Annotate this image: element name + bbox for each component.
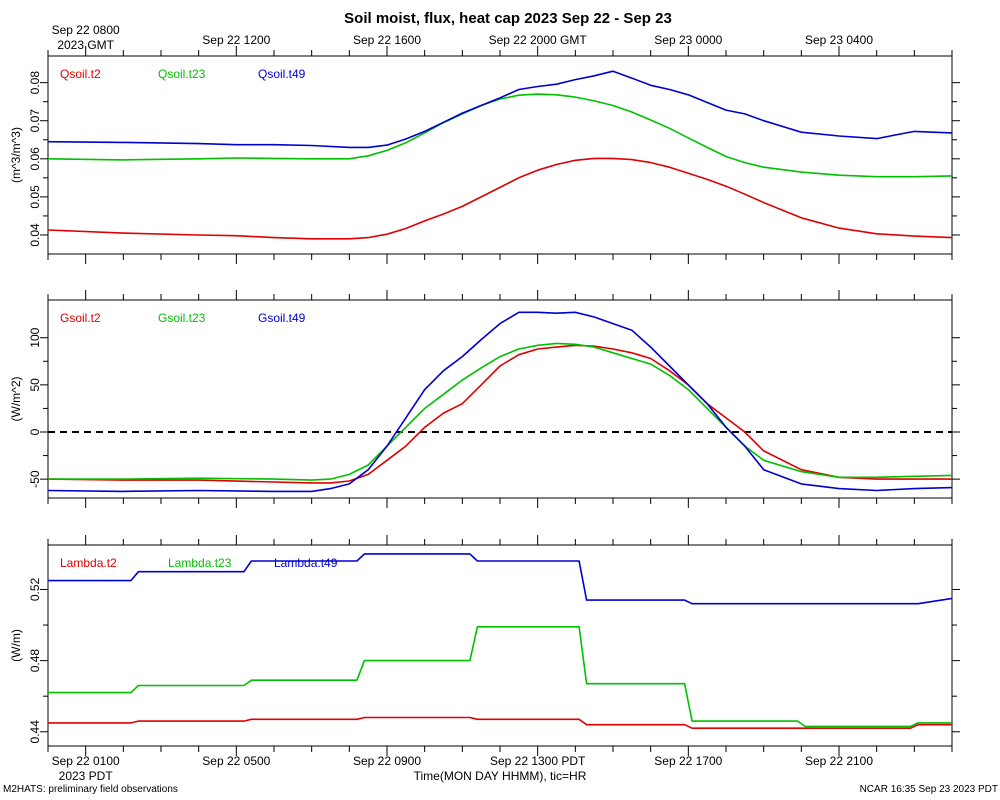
legend-Qsoil.t2: Qsoil.t2 xyxy=(60,67,101,81)
bottom-tick-label: Sep 22 0100 xyxy=(52,754,120,768)
bottom-tick-label: Sep 22 1700 xyxy=(654,754,722,768)
top-tick-label: Sep 23 0000 xyxy=(654,33,722,47)
legend-Gsoil.t23: Gsoil.t23 xyxy=(158,311,206,325)
bottom-tick-sublabel: 2023 PDT xyxy=(59,769,114,783)
footer-left: M2HATS: preliminary field observations xyxy=(3,784,178,795)
y-tick-label: 0.04 xyxy=(28,223,42,247)
series-line-Gsoil.t2 xyxy=(47,344,952,484)
y-tick-label: 0.06 xyxy=(28,147,42,171)
y-tick-label: 0 xyxy=(28,428,42,435)
y-tick-label: 0.05 xyxy=(28,185,42,209)
y-tick-label: 50 xyxy=(28,378,42,392)
y-tick-label: 0.08 xyxy=(28,71,42,95)
panel-2: -50 0 50 100 (W/m^2) Gsoil.t2 Gsoil.t23 Gsoil.t… xyxy=(9,290,960,508)
top-tick-label: Sep 23 0400 xyxy=(805,33,873,47)
footer-right: NCAR 16:35 Sep 23 2023 PDT xyxy=(860,784,998,795)
series-line-Gsoil.t49 xyxy=(47,311,953,493)
legend-Lambda.t2: Lambda.t2 xyxy=(60,556,117,570)
y-axis-label: (W/m^2) xyxy=(9,377,23,422)
series-line-Gsoil.t23 xyxy=(48,342,953,481)
top-tick-sublabel: 2023 GMT xyxy=(57,38,114,52)
legend-Qsoil.t49: Qsoil.t49 xyxy=(258,67,306,81)
top-tick-label: Sep 22 2000 GMT xyxy=(489,33,588,47)
bottom-tick-label: Sep 22 0900 xyxy=(353,754,421,768)
y-tick-label: 100 xyxy=(28,327,42,347)
bottom-tick-label: Sep 22 1300 PDT xyxy=(490,754,586,768)
y-axis-label: (W/m) xyxy=(9,629,23,662)
y-tick-label: 0.44 xyxy=(28,720,42,744)
legend-Gsoil.t2: Gsoil.t2 xyxy=(60,311,101,325)
y-tick-label: 0.48 xyxy=(28,649,42,673)
legend-Gsoil.t49: Gsoil.t49 xyxy=(258,311,306,325)
legend-Qsoil.t23: Qsoil.t23 xyxy=(158,67,206,81)
top-tick-label: Sep 22 1600 xyxy=(353,33,421,47)
series-line-Qsoil.t49 xyxy=(47,70,953,149)
x-axis-label: Time(MON DAY HHMM), tic=HR xyxy=(414,769,587,783)
top-tick-label: Sep 22 0800 xyxy=(52,23,120,37)
series-line-Lambda.t49 xyxy=(48,553,953,605)
legend-Lambda.t23: Lambda.t23 xyxy=(168,556,232,570)
series-line-Qsoil.t2 xyxy=(47,157,953,240)
series-line-Qsoil.t23 xyxy=(47,93,953,178)
panel-frame xyxy=(47,55,953,255)
panel-frame xyxy=(47,544,953,747)
y-tick-label: 0.07 xyxy=(28,109,42,133)
panel-1: 0.04 0.05 0.06 0.07 0.08 (m^3/m^3) Qsoil.t2 Qso… xyxy=(9,46,960,264)
top-tick-label: Sep 22 1200 xyxy=(202,33,270,47)
y-axis-label: (m^3/m^3) xyxy=(9,127,23,183)
series-line-Lambda.t23 xyxy=(48,625,952,728)
series-line-Lambda.t2 xyxy=(48,716,952,730)
panel-3: 0.44 0.48 0.52 (W/m) Lambda.t2 Lambda.t23 Lamb… xyxy=(9,535,960,756)
bottom-tick-label: Sep 22 0500 xyxy=(202,754,270,768)
y-tick-label: -50 xyxy=(28,470,42,488)
y-tick-label: 0.52 xyxy=(28,577,42,601)
panel-frame xyxy=(47,299,953,499)
chart-title: Soil moist, flux, heat cap 2023 Sep 22 -… xyxy=(344,10,672,27)
legend-Lambda.t49: Lambda.t49 xyxy=(274,556,338,570)
bottom-tick-label: Sep 22 2100 xyxy=(805,754,873,768)
